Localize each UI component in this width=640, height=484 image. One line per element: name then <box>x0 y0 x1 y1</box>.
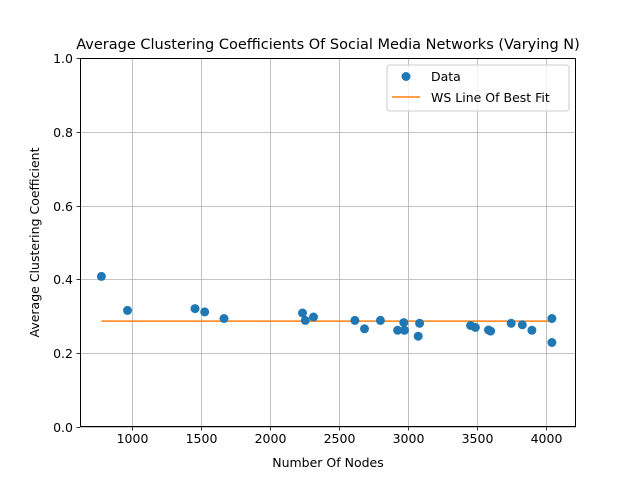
plot-frame <box>80 58 576 427</box>
legend-data-marker <box>401 72 411 81</box>
grid-lines <box>80 58 576 428</box>
data-point <box>415 318 425 328</box>
data-point <box>96 271 106 281</box>
x-tick-label: 2000 <box>255 431 287 446</box>
data-point <box>413 331 423 341</box>
data-point <box>200 307 210 317</box>
data-point <box>123 305 132 315</box>
data-point <box>298 308 307 318</box>
y-tick-label: 0.4 <box>53 272 73 287</box>
x-axis-ticks: 1000 1500 2000 2500 3000 3500 4000 <box>117 427 563 446</box>
data-point <box>219 314 229 323</box>
x-tick-label: 1500 <box>186 431 218 446</box>
y-tick-label: 0.2 <box>53 346 73 361</box>
data-point <box>470 322 480 332</box>
data-point <box>400 325 409 335</box>
x-tick-label: 1000 <box>117 431 149 446</box>
x-tick-label: 2500 <box>324 431 356 446</box>
chart-title: Average Clustering Coefficients Of Socia… <box>76 37 580 53</box>
plot-area <box>80 58 576 427</box>
data-point <box>517 320 527 330</box>
data-point <box>375 315 385 325</box>
data-point <box>547 338 557 347</box>
data-point <box>399 318 409 328</box>
data-point <box>309 312 318 322</box>
y-tick-label: 1.0 <box>53 51 73 66</box>
data-point <box>527 325 537 335</box>
x-tick-label: 4000 <box>531 431 563 446</box>
x-tick-label: 3500 <box>462 431 494 446</box>
data-point <box>486 326 496 336</box>
y-tick-label: 0.0 <box>53 420 73 435</box>
y-axis-ticks: 0.0 0.2 0.4 0.6 0.8 1.0 <box>53 51 80 435</box>
y-tick-label: 0.6 <box>53 199 73 214</box>
data-point <box>350 315 360 325</box>
x-axis-label: Number Of Nodes <box>272 455 384 470</box>
legend-label-data: Data <box>431 69 461 84</box>
data-point <box>300 315 310 325</box>
data-point <box>190 304 200 314</box>
y-axis-label: Average Clustering Coefficient <box>27 147 42 337</box>
legend: Data WS Line Of Best Fit <box>386 64 570 112</box>
data-points-layer <box>96 271 557 347</box>
data-point <box>360 324 369 334</box>
data-point <box>547 314 557 323</box>
y-tick-label: 0.8 <box>53 125 73 140</box>
legend-box <box>386 64 570 112</box>
legend-label-fit: WS Line Of Best Fit <box>431 90 550 105</box>
data-point <box>393 325 403 335</box>
data-point <box>506 318 516 328</box>
x-tick-label: 3000 <box>393 431 425 446</box>
